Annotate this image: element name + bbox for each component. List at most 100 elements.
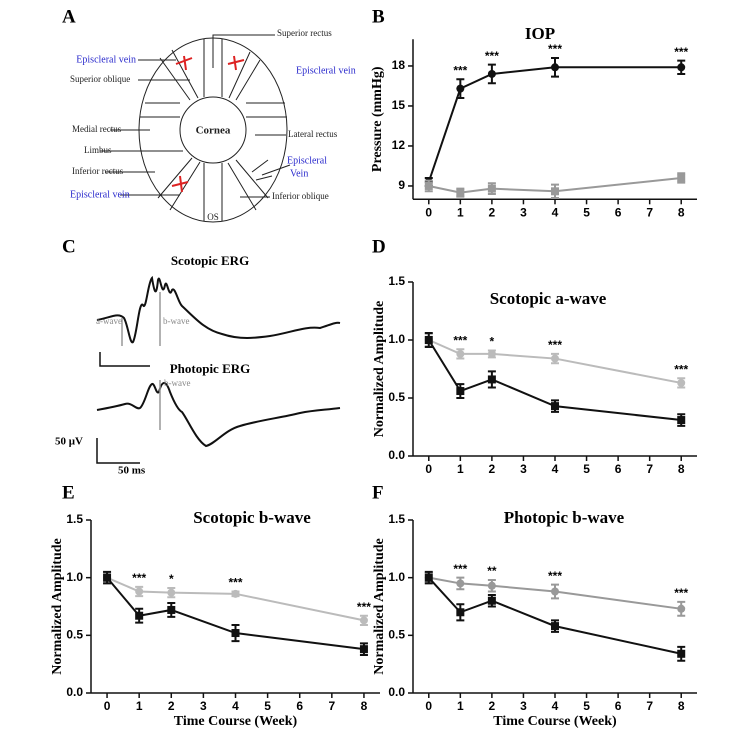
diagram-label: OS <box>207 212 219 222</box>
x-tick-label: 3 <box>200 699 207 713</box>
x-tick-label: 6 <box>615 205 622 219</box>
series-line <box>427 66 682 183</box>
episcleral-vein-marks <box>171 55 245 193</box>
x-tick-label: 6 <box>615 462 622 476</box>
y-tick-label: 0.0 <box>388 448 405 462</box>
significance: *** <box>357 600 371 614</box>
marker <box>103 573 112 582</box>
y-axis-label: Pressure (mmHg) <box>370 66 385 172</box>
marker <box>551 187 559 196</box>
significance: *** <box>228 576 242 590</box>
marker <box>231 589 240 598</box>
x-tick-label: 5 <box>583 205 590 219</box>
x-tick-label: 6 <box>296 699 303 713</box>
chart-title: IOP <box>525 24 555 43</box>
panel-label: B <box>372 6 385 27</box>
scale-bar <box>99 352 150 367</box>
panel-label: A <box>62 6 76 27</box>
x-tick-label: 5 <box>583 699 590 713</box>
marker <box>551 402 559 411</box>
x-tick-label: 2 <box>168 699 175 713</box>
marker <box>167 588 176 597</box>
marker <box>456 579 465 588</box>
diagram-label: Limbus <box>84 145 112 155</box>
significance: * <box>169 572 174 586</box>
y-tick-label: 0.5 <box>66 628 83 642</box>
erg-label: b-wave <box>164 378 191 388</box>
y-tick-label: 1.5 <box>66 512 83 526</box>
significance: *** <box>548 338 562 352</box>
significance: *** <box>674 45 688 59</box>
marker <box>551 587 559 596</box>
significance: *** <box>674 586 688 600</box>
marker <box>456 349 465 358</box>
x-tick-label: 1 <box>457 205 464 219</box>
x-tick-label: 8 <box>678 699 685 713</box>
diagram-label: Lateral rectus <box>288 129 338 139</box>
x-tick-label: 2 <box>489 205 496 219</box>
marker <box>677 173 686 182</box>
x-axis-label: Time Course (Week) <box>174 714 298 729</box>
marker <box>677 649 686 658</box>
x-tick-label: 0 <box>425 699 432 713</box>
panel-label: E <box>62 482 75 503</box>
marker <box>359 616 368 625</box>
x-tick-label: 3 <box>520 205 527 219</box>
marker <box>424 181 433 190</box>
erg-title: Photopic ERG <box>170 361 251 376</box>
marker <box>487 69 496 78</box>
marker <box>359 645 368 654</box>
x-tick-label: 0 <box>425 462 432 476</box>
y-tick-label: 1.5 <box>388 274 405 288</box>
marker <box>167 605 176 614</box>
significance: *** <box>453 63 467 77</box>
marker <box>456 84 465 93</box>
significance: *** <box>132 571 146 585</box>
y-tick-label: 0.0 <box>66 685 83 699</box>
x-tick-label: 3 <box>520 699 527 713</box>
panel-label: D <box>372 236 386 257</box>
diagram-label: Inferior oblique <box>272 191 329 201</box>
y-axis-label: Normalized Amplitude <box>50 538 65 675</box>
y-axis-label: Normalized Amplitude <box>372 538 387 675</box>
x-tick-label: 4 <box>552 699 559 713</box>
significance: *** <box>485 49 499 63</box>
x-tick-label: 1 <box>457 462 464 476</box>
scale-label: 50 μV <box>55 436 83 448</box>
diagram-label: Episcleral vein <box>296 65 356 76</box>
significance: *** <box>453 562 467 576</box>
x-tick-label: 3 <box>520 462 527 476</box>
x-tick-label: 7 <box>646 462 653 476</box>
y-tick-label: 9 <box>398 178 405 192</box>
x-tick-label: 7 <box>646 699 653 713</box>
y-tick-label: 1.0 <box>388 570 405 584</box>
y-tick-label: 15 <box>392 98 406 112</box>
erg-label: b-wave <box>163 316 190 326</box>
diagram-label: Superior oblique <box>70 74 130 84</box>
eye-diagram <box>100 34 291 223</box>
x-tick-label: 1 <box>457 699 464 713</box>
y-tick-label: 1.0 <box>66 570 83 584</box>
erg-label: a-wave <box>96 316 122 326</box>
y-tick-label: 1.0 <box>388 332 405 346</box>
erg-trace <box>96 275 341 344</box>
marker <box>456 608 465 617</box>
x-tick-label: 6 <box>615 699 622 713</box>
x-tick-label: 0 <box>104 699 111 713</box>
significance: *** <box>548 569 562 583</box>
x-tick-label: 5 <box>264 699 271 713</box>
marker <box>456 387 465 396</box>
y-tick-label: 0.5 <box>388 390 405 404</box>
x-tick-label: 8 <box>678 205 685 219</box>
scale-bar <box>96 438 140 464</box>
diagram-label: Episcleral vein <box>70 189 130 200</box>
marker <box>424 573 433 582</box>
y-tick-label: 1.5 <box>388 512 405 526</box>
diagram-label: Superior rectus <box>277 28 332 38</box>
x-tick-label: 4 <box>552 462 559 476</box>
x-tick-label: 8 <box>361 699 368 713</box>
diagram-label: Episcleral vein <box>76 54 136 65</box>
marker <box>487 375 496 384</box>
marker <box>551 354 559 363</box>
